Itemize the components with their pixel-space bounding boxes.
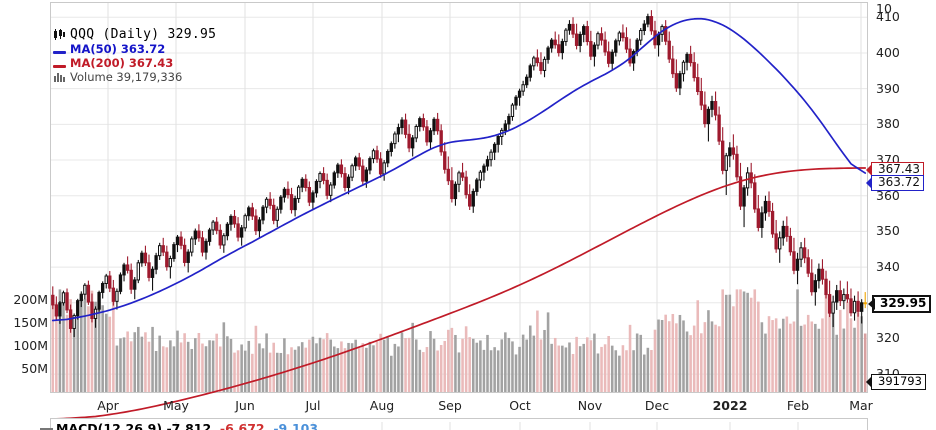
time-tick-label-apr: Apr	[97, 398, 119, 413]
time-tick-label-jul: Jul	[305, 398, 321, 413]
time-tick-label-jun: Jun	[235, 398, 255, 413]
volume-tick-label-50M: 50M	[21, 360, 48, 376]
macd-swatch-icon	[40, 428, 53, 430]
legend-volume-text: Volume 39,179,336	[70, 70, 183, 84]
volume-bars-icon	[52, 70, 66, 84]
legend-ma200-text: MA(200) 367.43	[70, 56, 174, 70]
time-tick-label-mar: Mar	[849, 398, 873, 413]
ma200-swatch-icon	[52, 56, 66, 70]
price-plot-frame	[50, 2, 868, 393]
last-price-tag-value: 329.95	[880, 295, 927, 310]
macd-panel	[50, 418, 868, 430]
legend-row-ma50: MA(50) 363.72	[52, 42, 216, 56]
price-tick-label-350: 350	[876, 223, 900, 239]
price-tick-label-340: 340	[876, 259, 900, 275]
legend-symbol-text: QQQ (Daily) 329.95	[70, 27, 217, 42]
last-price-tag: 329.95	[868, 294, 932, 313]
ma50-price-tag-value: 363.72	[878, 175, 920, 190]
macd-legend: MACD(12,26,9) -7.812 -6.672 -9.103	[40, 421, 318, 430]
volume-tick-label-200M: 200M	[13, 291, 48, 307]
time-tick-label-dec: Dec	[644, 398, 670, 413]
legend-row-symbol: QQQ (Daily) 329.95	[52, 28, 216, 42]
legend-row-volume: Volume 39,179,336	[52, 70, 216, 84]
price-tick-label-380: 380	[876, 116, 900, 132]
volume-value-tag: 391793	[866, 374, 926, 390]
macd-signal: -6.672	[219, 421, 265, 430]
time-tick-label-may: May	[163, 398, 189, 413]
price-tick-label-400: 400	[876, 44, 900, 60]
ma50-price-tag: 363.72	[866, 175, 924, 192]
macd-value: -7.812	[166, 421, 212, 430]
legend-ma50-text: MA(50) 363.72	[70, 42, 166, 56]
time-tick-label-sep: Sep	[438, 398, 462, 413]
macd-histogram: -9.103	[273, 421, 319, 430]
price-tick-label-390: 390	[876, 80, 900, 96]
legend-row-ma200: MA(200) 367.43	[52, 56, 216, 70]
time-tick-label-nov: Nov	[577, 398, 603, 413]
volume-tick-label-150M: 150M	[13, 314, 48, 330]
ma200-price-tag-value: 367.43	[878, 162, 920, 177]
time-tick-label-oct: Oct	[509, 398, 531, 413]
volume-value-tag-value: 391793	[878, 374, 922, 388]
price-tick-label-top-partial: 10	[876, 1, 892, 16]
chart-legend: QQQ (Daily) 329.95 MA(50) 363.72 MA(200)…	[52, 28, 216, 84]
price-tick-label-360: 360	[876, 187, 900, 203]
price-tick-label-410: 410	[876, 9, 900, 25]
candlestick-icon	[52, 28, 66, 42]
time-tick-label-feb: Feb	[786, 398, 810, 413]
volume-tick-label-100M: 100M	[13, 337, 48, 353]
ma50-swatch-icon	[52, 42, 66, 56]
time-tick-label-aug: Aug	[369, 398, 395, 413]
time-tick-label-2022: 2022	[712, 398, 748, 413]
price-tick-label-320: 320	[876, 330, 900, 346]
macd-label: MACD(12,26,9)	[56, 421, 163, 430]
